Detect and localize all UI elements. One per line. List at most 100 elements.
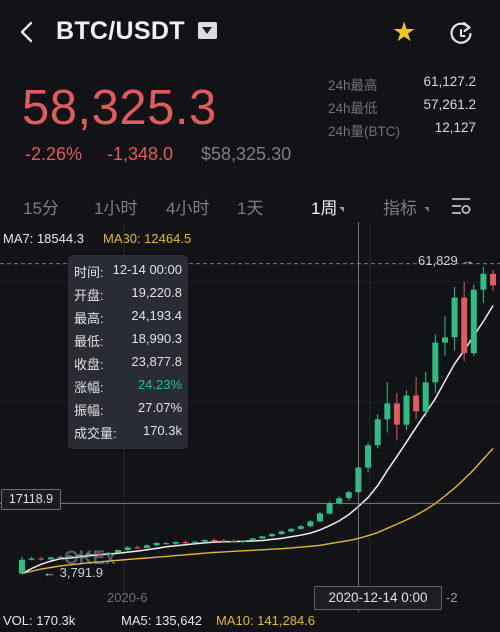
candle-body — [442, 337, 448, 343]
refresh-icon[interactable] — [447, 19, 475, 47]
candle-body — [86, 553, 93, 555]
candle-body — [47, 557, 54, 560]
change-amount: -1,348.0 — [107, 144, 174, 164]
candle-body — [19, 559, 25, 574]
tooltip-value: 27.07% — [137, 400, 182, 415]
tooltip-value: 24.23% — [137, 377, 182, 392]
candle-body — [451, 297, 458, 338]
candle-body — [201, 540, 208, 542]
pair-title[interactable]: BTC/USDT — [56, 17, 185, 45]
candle-body — [278, 531, 285, 535]
candle-body — [403, 395, 410, 425]
candle-body — [192, 541, 198, 543]
candle-body — [182, 542, 189, 544]
stat-high-label: 24h最高 — [328, 78, 378, 93]
candle-body — [57, 556, 64, 558]
candle-body — [144, 545, 150, 548]
tooltip-key: 振幅: — [74, 403, 104, 418]
candle-body — [288, 528, 295, 532]
candle-body — [480, 273, 487, 290]
back-arrow-icon[interactable] — [14, 18, 40, 46]
indicators-caret-icon — [424, 207, 429, 212]
candle-body — [470, 289, 477, 354]
candle-tooltip: 时间: 12-14 00:00 开盘: 19,220.8 最高: 24,193.4 最… — [68, 255, 188, 449]
candle-body — [67, 555, 74, 557]
axis-date-right: -2 — [446, 590, 458, 605]
stat-low-value: 57,261.2 — [423, 97, 476, 112]
candle-body — [393, 403, 400, 425]
tooltip-value: 18,990.3 — [131, 331, 182, 346]
tooltip-key: 最低: — [74, 334, 104, 349]
candle-body — [249, 538, 256, 541]
candle-body — [124, 547, 131, 550]
min-price-label: ← 3,791.9 — [43, 565, 103, 580]
stat-high-value: 61,127.2 — [423, 74, 476, 89]
ma5-value: MA5: 135,642 — [121, 613, 202, 628]
candle-body — [317, 513, 323, 522]
tab-4h[interactable]: 4小时 — [166, 199, 210, 218]
candle-body — [307, 521, 314, 527]
candle-body — [115, 550, 122, 553]
tab-15m[interactable]: 15分 — [23, 199, 59, 218]
candlestick-chart[interactable] — [0, 222, 500, 612]
last-price: 58,325.3 — [22, 81, 217, 135]
volume-value: VOL: 170.3k — [3, 613, 76, 628]
tooltip-key: 最高: — [74, 311, 104, 326]
candle-body — [490, 273, 496, 286]
tooltip-key: 收盘: — [74, 357, 104, 372]
candle-body — [268, 534, 275, 537]
crosshair — [0, 222, 500, 612]
stat-volume-value: 12,127 — [434, 120, 476, 135]
tooltip-key: 涨幅: — [74, 380, 104, 395]
tab-1h[interactable]: 1小时 — [94, 199, 138, 218]
tab-1w[interactable]: 1周 — [311, 199, 338, 218]
candle-body — [297, 526, 304, 529]
candle-body — [365, 445, 372, 468]
candle-body — [384, 403, 391, 420]
candle-body — [95, 553, 102, 555]
ma7-value: MA7: 18544.3 — [3, 231, 84, 246]
candle-body — [38, 558, 45, 560]
candle-body — [153, 543, 160, 546]
tooltip-value: 23,877.8 — [131, 354, 182, 369]
candle-body — [28, 558, 35, 560]
tab-1d[interactable]: 1天 — [237, 199, 264, 218]
tab-1w-caret-icon — [339, 207, 344, 212]
candle-body — [105, 552, 112, 555]
pair-dropdown-icon[interactable] — [198, 22, 217, 39]
tooltip-value: 12-14 00:00 — [112, 262, 182, 277]
candle-body — [374, 419, 381, 446]
max-price-label: 61,829 → — [418, 253, 475, 268]
stat-low-label: 24h最低 — [328, 101, 378, 116]
stat-volume-label: 24h量(BTC) — [328, 124, 401, 139]
candle-body — [211, 540, 218, 541]
candle-body — [336, 498, 343, 504]
usd-price: $58,325.30 — [201, 144, 292, 164]
crosshair-price-label: 17118.9 — [1, 489, 61, 510]
chart-settings-icon[interactable] — [450, 196, 472, 216]
axis-date-left: 2020-6 — [107, 590, 148, 605]
candle-body — [240, 540, 247, 542]
candle-body — [422, 382, 429, 412]
candle-body — [134, 547, 141, 549]
tooltip-value: 170.3k — [142, 423, 182, 438]
candle-body — [461, 297, 468, 354]
crosshair-date-label: 2020-12-14 0:00 — [314, 586, 442, 610]
change-percent: -2.26% — [25, 144, 83, 164]
tab-indicators[interactable]: 指标 — [383, 199, 417, 218]
candle-body — [345, 492, 352, 499]
tooltip-key: 成交量: — [74, 426, 117, 441]
ma30-series — [21, 447, 494, 575]
candle-body — [432, 342, 439, 383]
tooltip-value: 19,220.8 — [131, 285, 182, 300]
candle-body — [172, 542, 179, 544]
tooltip-value: 24,193.4 — [131, 308, 182, 323]
tooltip-key: 开盘: — [74, 288, 104, 303]
candle-body — [259, 536, 266, 539]
candle-body — [230, 541, 237, 542]
candle-body — [76, 554, 83, 556]
candle-body — [163, 543, 170, 545]
favorite-star-icon[interactable]: ★ — [392, 17, 417, 47]
ma10-value: MA10: 141,284.6 — [216, 613, 316, 628]
ma30-line — [21, 447, 494, 575]
